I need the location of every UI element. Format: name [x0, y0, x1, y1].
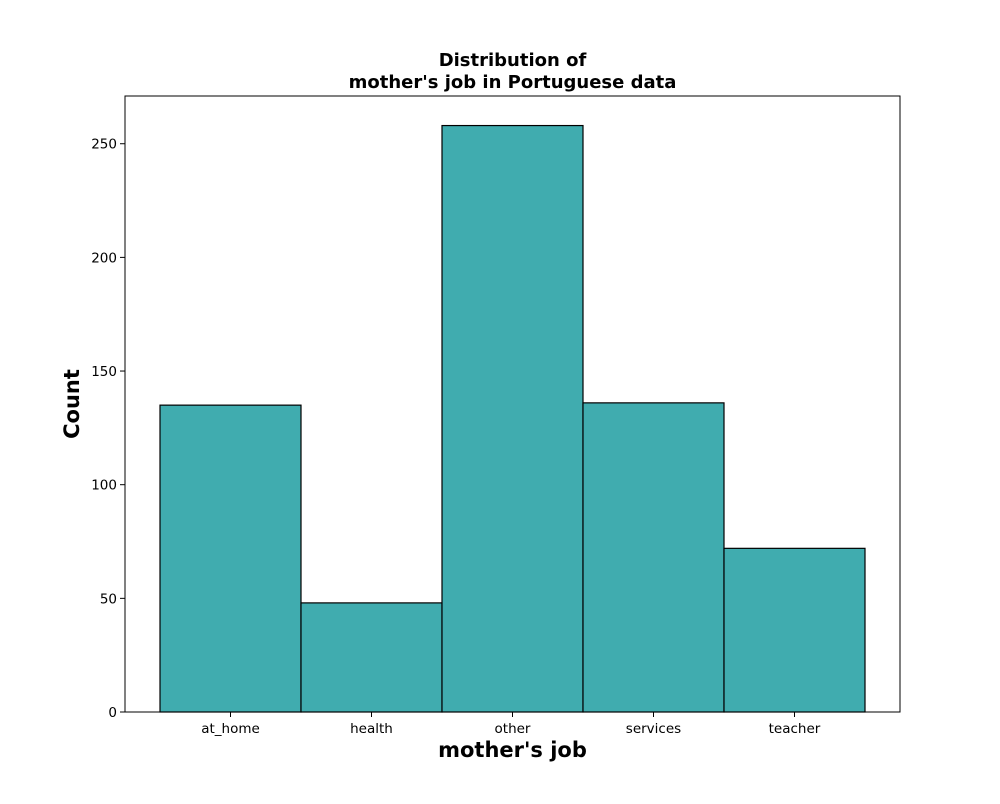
x-tick-label: teacher [769, 721, 821, 737]
y-axis-label: Count [60, 369, 84, 439]
x-tick-label: at_home [201, 721, 260, 737]
bar-health [300, 602, 443, 713]
chart-title-line-2: mother's job in Portuguese data [349, 72, 677, 93]
chart-title-line-1: Distribution of [439, 50, 587, 71]
bar-services [582, 402, 725, 713]
x-axis-ticks: at_home health other services teacher [201, 712, 821, 737]
x-tick-label: other [495, 721, 531, 737]
x-tick-label: health [350, 721, 393, 737]
y-tick-label: 0 [108, 705, 117, 721]
y-tick-label: 200 [91, 250, 117, 266]
y-tick-label: 50 [100, 591, 117, 607]
bar-at_home [159, 404, 302, 713]
y-tick-label: 100 [91, 478, 117, 494]
y-tick-label: 250 [91, 137, 117, 153]
bars-group [159, 124, 866, 713]
plot-frame [124, 95, 901, 713]
x-axis-label: mother's job [438, 738, 587, 762]
x-tick-label: services [626, 721, 681, 737]
bar-other [441, 124, 584, 713]
y-axis-ticks: 0 50 100 150 200 250 [91, 137, 125, 721]
bar-teacher [723, 547, 866, 713]
y-tick-label: 150 [91, 364, 117, 380]
